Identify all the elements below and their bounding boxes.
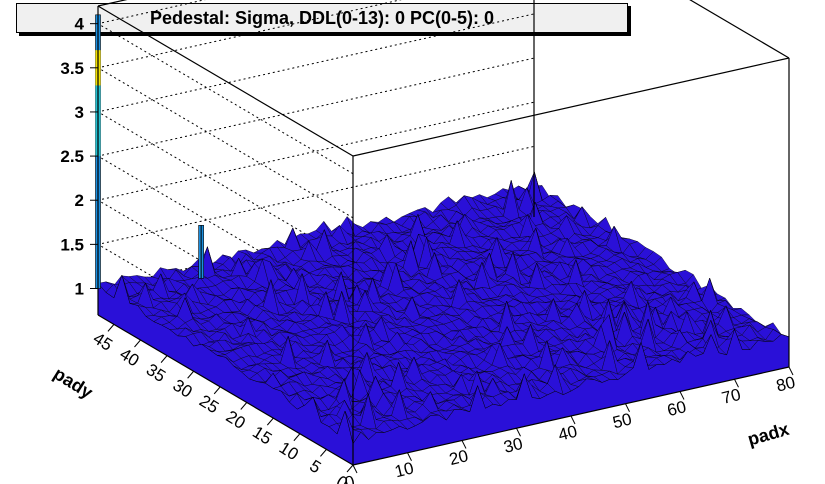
spike [198, 225, 204, 279]
z-axis: 1 1.5 2 2.5 3 3.5 4 [60, 15, 98, 299]
x-tick-label: 10 [393, 458, 416, 481]
box-edge [352, 57, 790, 157]
surface-left [97, 274, 354, 466]
y-tick-mark [266, 417, 274, 426]
x-tick-mark [679, 391, 685, 400]
z-tick-label: 4 [75, 15, 85, 34]
x-tick-mark [734, 379, 739, 388]
y-axis-label: pady [50, 363, 96, 402]
x-tick-mark [352, 464, 358, 474]
x-tick-mark [788, 366, 794, 376]
y-tick-mark [160, 355, 168, 363]
x-tick-label: 80 [774, 373, 797, 396]
x-tick-label: 50 [611, 409, 634, 432]
y-tick-mark [293, 433, 301, 442]
y-tick-label: 45 [90, 329, 116, 355]
z-tick-label: 3 [75, 103, 84, 122]
x-tick-label: 20 [447, 446, 470, 469]
z-tick-label: 2 [75, 191, 84, 210]
grid-line [96, 0, 354, 175]
y-tick-mark [346, 464, 354, 473]
surface-mesh [97, 171, 790, 466]
y-tick-mark [213, 386, 221, 395]
x-tick-mark [570, 415, 576, 425]
y-tick-label: 20 [223, 407, 249, 433]
z-tick-label: 3.5 [60, 59, 84, 78]
y-tick-label: 30 [169, 376, 195, 402]
x-tick-label: 40 [556, 422, 579, 445]
z-tick-label: 1 [75, 280, 84, 299]
spikes [95, 14, 204, 289]
y-tick-mark [107, 324, 115, 332]
y-tick-label: 5 [306, 456, 324, 477]
y-tick-label: 10 [276, 438, 302, 464]
z-tick-label: 2.5 [60, 147, 84, 166]
y-tick-label: 40 [116, 344, 142, 370]
y-tick-mark [240, 402, 248, 410]
box-edge [97, 5, 354, 157]
box-edge [689, 0, 790, 59]
y-tick-label: 25 [196, 391, 222, 417]
x-tick-mark [625, 403, 630, 412]
x-tick-mark [516, 428, 521, 437]
y-tick-mark [134, 339, 141, 348]
x-tick-label: 60 [665, 397, 688, 420]
box-edge [97, 0, 128, 7]
x-tick-label: 30 [502, 434, 525, 457]
x-tick-mark [461, 440, 467, 449]
x-tick-mark [407, 452, 412, 461]
z-tick-label: 1.5 [60, 235, 84, 254]
y-tick-label: 35 [143, 360, 169, 386]
y-tick-mark [187, 370, 195, 379]
x-tick-label: 70 [720, 385, 743, 408]
y-tick-mark [320, 449, 327, 457]
y-tick-label: 15 [249, 422, 275, 448]
surface-front [352, 328, 790, 466]
grid-line [96, 0, 402, 219]
x-axis-label: padx [745, 419, 791, 450]
